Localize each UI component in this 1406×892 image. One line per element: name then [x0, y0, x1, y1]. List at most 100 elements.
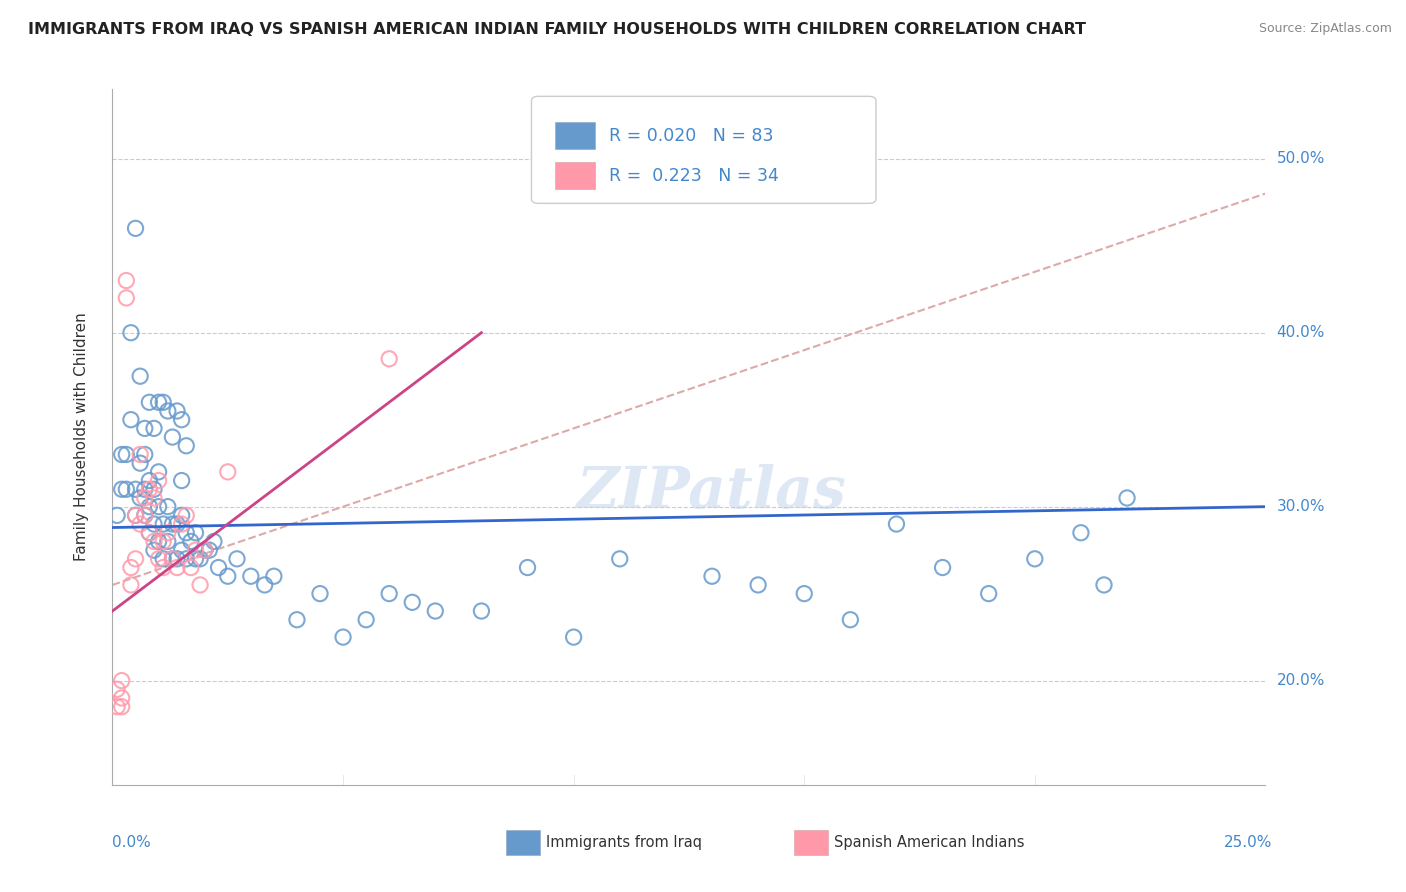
Point	[202, 534, 225, 549]
Point	[470, 604, 492, 618]
Point	[148, 474, 170, 488]
Point	[839, 613, 862, 627]
Point	[156, 534, 179, 549]
Point	[1116, 491, 1139, 505]
Point	[516, 560, 538, 574]
Point	[152, 551, 174, 566]
Point	[138, 482, 160, 496]
Point	[105, 682, 128, 697]
Point	[332, 630, 354, 644]
Point	[217, 465, 239, 479]
Point	[166, 517, 188, 532]
Point	[184, 525, 207, 540]
Point	[143, 491, 166, 505]
Point	[148, 534, 170, 549]
Point	[129, 369, 152, 384]
Point	[134, 508, 156, 523]
Point	[138, 474, 160, 488]
Point	[111, 447, 134, 461]
Text: 50.0%: 50.0%	[1277, 152, 1324, 166]
Point	[170, 517, 193, 532]
Point	[162, 551, 184, 566]
Point	[170, 543, 193, 558]
Text: IMMIGRANTS FROM IRAQ VS SPANISH AMERICAN INDIAN FAMILY HOUSEHOLDS WITH CHILDREN : IMMIGRANTS FROM IRAQ VS SPANISH AMERICAN…	[28, 22, 1085, 37]
Point	[194, 543, 217, 558]
Point	[401, 595, 423, 609]
Point	[105, 699, 128, 714]
Point	[188, 551, 211, 566]
Point	[124, 508, 146, 523]
Point	[170, 508, 193, 523]
Point	[115, 291, 138, 305]
Text: Immigrants from Iraq: Immigrants from Iraq	[546, 836, 702, 850]
Point	[111, 482, 134, 496]
Point	[931, 560, 953, 574]
Point	[174, 551, 197, 566]
Point	[1092, 578, 1115, 592]
Point	[134, 491, 156, 505]
Point	[207, 560, 229, 574]
Point	[152, 395, 174, 409]
Point	[886, 517, 908, 532]
Point	[129, 456, 152, 470]
Text: 0.0%: 0.0%	[112, 836, 152, 850]
Point	[143, 543, 166, 558]
Point	[609, 551, 631, 566]
Point	[239, 569, 262, 583]
Point	[174, 439, 197, 453]
Point	[111, 690, 134, 705]
Point	[188, 578, 211, 592]
Point	[124, 551, 146, 566]
Point	[148, 465, 170, 479]
Y-axis label: Family Households with Children: Family Households with Children	[75, 313, 89, 561]
Point	[194, 543, 217, 558]
Point	[378, 351, 401, 366]
Point	[120, 412, 142, 427]
Point	[124, 508, 146, 523]
Point	[184, 551, 207, 566]
Point	[562, 630, 585, 644]
Point	[253, 578, 276, 592]
Point	[129, 517, 152, 532]
Text: ZIPatlas: ZIPatlas	[576, 465, 846, 521]
Point	[425, 604, 447, 618]
Point	[170, 474, 193, 488]
Text: 25.0%: 25.0%	[1225, 836, 1272, 850]
Point	[115, 447, 138, 461]
Point	[152, 560, 174, 574]
Point	[111, 699, 134, 714]
Point	[166, 560, 188, 574]
Point	[285, 613, 308, 627]
Point	[162, 517, 184, 532]
Point	[700, 569, 723, 583]
Point	[1024, 551, 1046, 566]
Point	[166, 551, 188, 566]
Point	[138, 525, 160, 540]
Point	[263, 569, 285, 583]
Point	[143, 517, 166, 532]
Point	[152, 534, 174, 549]
Point	[170, 412, 193, 427]
Point	[793, 587, 815, 601]
Point	[180, 534, 202, 549]
Point	[111, 673, 134, 688]
Point	[166, 404, 188, 418]
Text: 20.0%: 20.0%	[1277, 673, 1324, 688]
Point	[124, 482, 146, 496]
Point	[124, 221, 146, 235]
Text: 30.0%: 30.0%	[1277, 500, 1324, 514]
Point	[129, 447, 152, 461]
Point	[1070, 525, 1092, 540]
Point	[156, 404, 179, 418]
Point	[134, 482, 156, 496]
Point	[115, 273, 138, 287]
Point	[138, 525, 160, 540]
Point	[156, 525, 179, 540]
Point	[174, 508, 197, 523]
Point	[198, 543, 221, 558]
Point	[977, 587, 1000, 601]
Point	[162, 430, 184, 444]
Point	[120, 560, 142, 574]
Point	[115, 482, 138, 496]
Point	[217, 569, 239, 583]
